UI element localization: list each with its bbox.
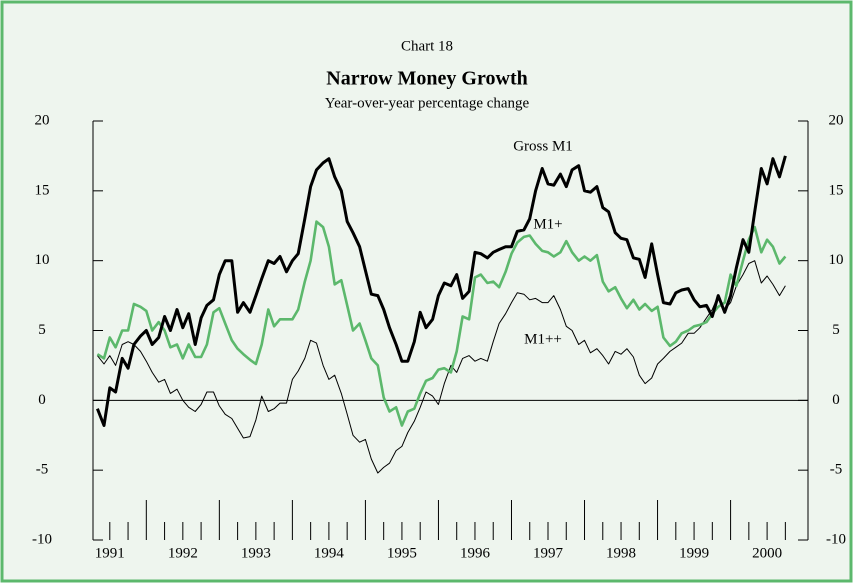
- series-label: M1+: [533, 216, 562, 232]
- x-tick-label: 1996: [460, 545, 491, 561]
- y2-tick-label: 0: [832, 392, 840, 408]
- series-line: [96, 155, 787, 427]
- y-tick-label: -5: [36, 462, 49, 478]
- y2-tick-label: -5: [830, 462, 843, 478]
- x-tick-label: 1991: [95, 545, 125, 561]
- x-tick-label: 2000: [752, 545, 782, 561]
- chart-title: Narrow Money Growth: [326, 68, 527, 90]
- x-tick-label: 1994: [314, 545, 345, 561]
- chart-number: Chart 18: [401, 38, 453, 54]
- y2-tick-label: 5: [832, 322, 840, 338]
- y2-tick-label: 10: [829, 252, 844, 268]
- y-tick-label: -10: [32, 531, 52, 547]
- x-tick-label: 1993: [241, 545, 271, 561]
- x-tick-label: 1995: [387, 545, 417, 561]
- series-label: Gross M1: [513, 138, 573, 154]
- y-tick-label: 15: [35, 182, 50, 198]
- series-label: M1++: [524, 331, 562, 347]
- y2-tick-label: -10: [826, 531, 846, 547]
- x-tick-label: 1998: [606, 545, 636, 561]
- x-tick-label: 1999: [679, 545, 709, 561]
- x-tick-label: 1997: [533, 545, 564, 561]
- series-line: [96, 220, 787, 427]
- y-tick-label: 5: [38, 322, 46, 338]
- chart-subtitle: Year-over-year percentage change: [325, 95, 530, 111]
- y-tick-label: 0: [38, 392, 46, 408]
- y-tick-label: 10: [35, 252, 50, 268]
- y2-tick-label: 20: [829, 112, 844, 128]
- x-tick-label: 1992: [168, 545, 198, 561]
- y-tick-label: 20: [35, 112, 50, 128]
- y2-tick-label: 15: [829, 182, 844, 198]
- series-line: [97, 260, 786, 474]
